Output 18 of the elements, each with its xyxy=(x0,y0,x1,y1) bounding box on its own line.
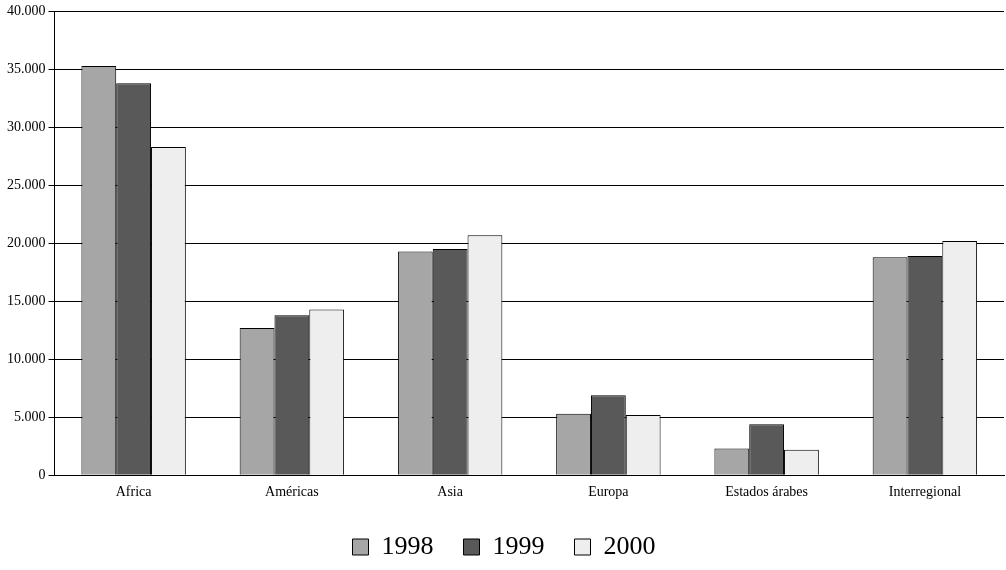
y-tick-label: 5.000 xyxy=(14,408,46,424)
y-tick-label: 10.000 xyxy=(7,350,46,366)
y-tick-label: 40.000 xyxy=(7,3,46,19)
y-tick-label: 35.000 xyxy=(7,61,46,77)
x-tick-label: Interregional xyxy=(888,484,962,500)
x-tick-label: Africa xyxy=(115,484,153,500)
y-tick-label: 15.000 xyxy=(7,292,46,308)
x-tick-label: Estados árabes xyxy=(725,484,809,500)
legend-label: 2000 xyxy=(603,530,656,560)
y-tick-label: 25.000 xyxy=(7,177,46,192)
y-tick-label: 30.000 xyxy=(7,119,46,135)
x-tick-label: Asia xyxy=(437,484,464,500)
legend-label: 1999 xyxy=(492,530,545,560)
legend-label: 1998 xyxy=(381,530,434,560)
x-tick-label: Américas xyxy=(265,484,319,500)
x-tick-label: Europa xyxy=(588,484,630,500)
y-tick-label: 0 xyxy=(38,466,46,482)
y-tick-label: 20.000 xyxy=(7,234,46,250)
